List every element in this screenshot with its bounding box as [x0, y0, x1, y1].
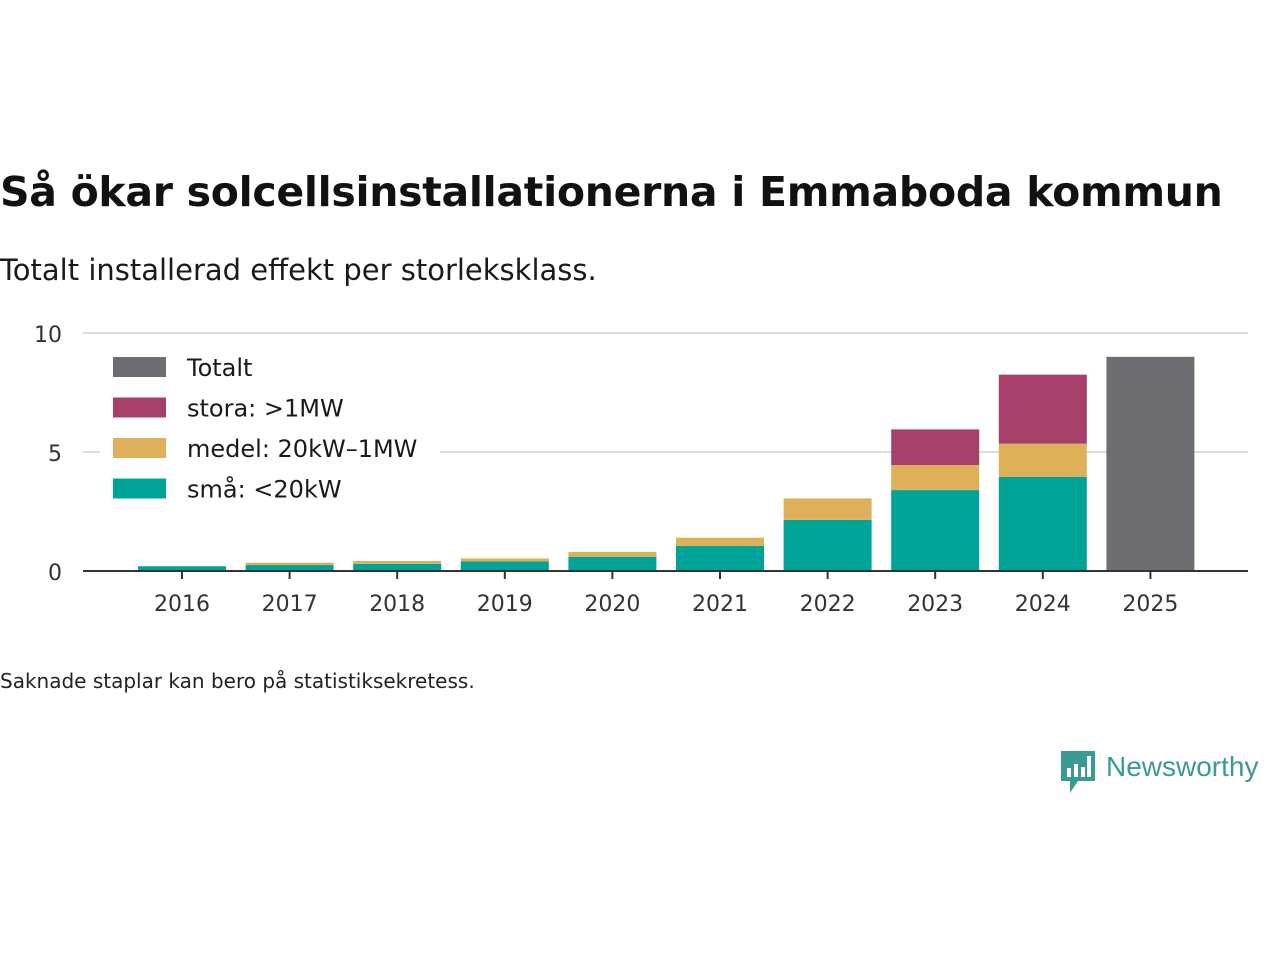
x-tick-label: 2023	[907, 592, 963, 617]
legend-label: medel: 20kW–1MW	[187, 435, 417, 463]
y-axis: 0 5 10	[34, 323, 62, 586]
bar-2023-stora	[891, 429, 980, 466]
x-tick-label: 2025	[1122, 592, 1178, 617]
bar-2018-medel	[353, 561, 442, 564]
newsworthy-logo[interactable]: Newsworthy	[1058, 749, 1280, 797]
bar-2022-små	[783, 519, 872, 571]
x-tick-label: 2024	[1015, 592, 1071, 617]
legend: Totalt stora: >1MW medel: 20kW–1MW små: <20…	[100, 345, 440, 510]
y-tick-label: 0	[48, 561, 62, 586]
y-tick-label: 5	[48, 442, 62, 467]
chart-subtitle: Totalt installerad effekt per storlekskl…	[0, 253, 597, 287]
bar-chart: 0 5 10 2016 2017 2018 2019 2020 2021 2022 2023 202…	[34, 323, 1248, 617]
x-axis	[83, 570, 1248, 579]
x-tick-label: 2019	[477, 592, 533, 617]
y-tick-label: 10	[34, 323, 62, 348]
legend-swatch	[113, 438, 166, 458]
legend-label: Totalt	[186, 354, 252, 382]
x-tick-label: 2016	[154, 592, 210, 617]
bar-2024-stora	[998, 374, 1087, 444]
newsworthy-logo-icon	[1061, 751, 1095, 793]
x-tick-label: 2017	[262, 592, 318, 617]
bar-2021-små	[676, 546, 764, 571]
bar-2019-medel	[460, 558, 549, 562]
bar-2022-medel	[783, 498, 872, 520]
bar-2023-små	[891, 490, 980, 571]
x-tick-label: 2021	[692, 592, 748, 617]
bar-series	[138, 356, 1195, 571]
footnote: Saknade staplar kan bero på statistiksek…	[0, 669, 475, 693]
legend-label: stora: >1MW	[187, 395, 344, 423]
x-tick-label: 2018	[369, 592, 425, 617]
bar-2018-små	[353, 563, 442, 571]
x-tick-labels: 2016 2017 2018 2019 2020 2021 2022 2023 2024 2025	[154, 592, 1178, 617]
bar-2021-medel	[676, 537, 764, 547]
bar-2019-små	[460, 561, 549, 571]
bar-2023-medel	[891, 465, 980, 491]
legend-label: små: <20kW	[187, 475, 342, 504]
bar-2017-små	[245, 565, 334, 571]
bar-2025-totalt	[1106, 356, 1195, 571]
x-tick-label: 2022	[800, 592, 856, 617]
bar-2024-medel	[998, 443, 1087, 477]
chart-title: Så ökar solcellsinstallationerna i Emmab…	[0, 168, 1223, 216]
bar-2020-medel	[568, 551, 657, 557]
brand-name: Newsworthy	[1106, 751, 1259, 782]
legend-swatch	[113, 397, 166, 418]
bar-2016-små	[138, 566, 226, 571]
bar-2024-små	[998, 476, 1087, 571]
bar-2017-medel	[245, 562, 334, 566]
x-tick-label: 2020	[584, 592, 640, 617]
legend-swatch	[113, 478, 166, 499]
bar-2020-små	[568, 556, 657, 571]
legend-swatch	[113, 357, 166, 377]
